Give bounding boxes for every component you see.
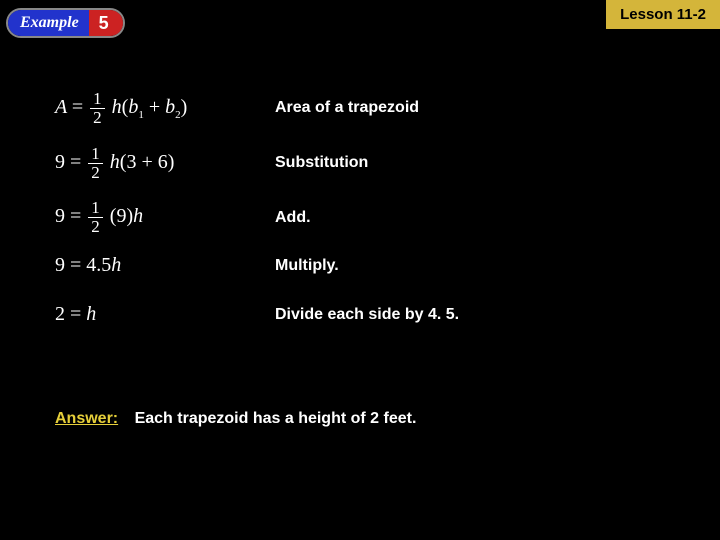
step-row: 9 = 12 h(3 + 6) Substitution (55, 145, 680, 182)
frac-den: 2 (90, 109, 105, 127)
frac-den: 2 (88, 164, 103, 182)
step-row: 9 = 12 (9)h Add. (55, 199, 680, 236)
eq-paren: (3 + 6) (120, 151, 175, 173)
eq-lhs: A (55, 96, 67, 118)
example-badge: Example 5 (6, 8, 125, 38)
eq-b1: b (128, 96, 138, 118)
answer-text: Each trapezoid has a height of 2 feet. (135, 410, 417, 427)
answer-label: Answer: (55, 410, 118, 427)
equation-3: 9 = 12 (9)h (55, 199, 275, 236)
frac-den: 2 (88, 218, 103, 236)
step-row: 2 = h Divide each side by 4. 5. (55, 303, 680, 326)
eq-var: h (133, 205, 143, 227)
equation-4: 9 = 4.5h (55, 254, 275, 277)
step-desc: Add. (275, 209, 311, 227)
step-row: A = 12 h(b1 + b2) Area of a trapezoid (55, 90, 680, 127)
equation-1: A = 12 h(b1 + b2) (55, 90, 275, 127)
eq-lhs: 9 (55, 151, 65, 173)
content-area: A = 12 h(b1 + b2) Area of a trapezoid 9 … (55, 90, 680, 344)
eq-b2: b (165, 96, 175, 118)
frac-num: 1 (88, 145, 103, 164)
step-desc: Substitution (275, 154, 368, 172)
frac-num: 1 (90, 90, 105, 109)
frac-num: 1 (88, 199, 103, 218)
eq-paren: (9) (110, 205, 133, 227)
step-desc: Multiply. (275, 257, 339, 275)
eq-var: h (110, 151, 120, 173)
step-desc: Divide each side by 4. 5. (275, 306, 459, 324)
answer-row: Answer: Each trapezoid has a height of 2… (55, 410, 416, 428)
eq-lhs: 9 (55, 205, 65, 227)
step-desc: Area of a trapezoid (275, 99, 419, 117)
equation-5: 2 = h (55, 303, 275, 326)
example-label: Example (8, 10, 89, 36)
eq-var: h (112, 96, 122, 118)
step-row: 9 = 4.5h Multiply. (55, 254, 680, 277)
lesson-badge: Lesson 11-2 (606, 0, 720, 29)
example-number: 5 (89, 9, 123, 38)
equation-2: 9 = 12 h(3 + 6) (55, 145, 275, 182)
